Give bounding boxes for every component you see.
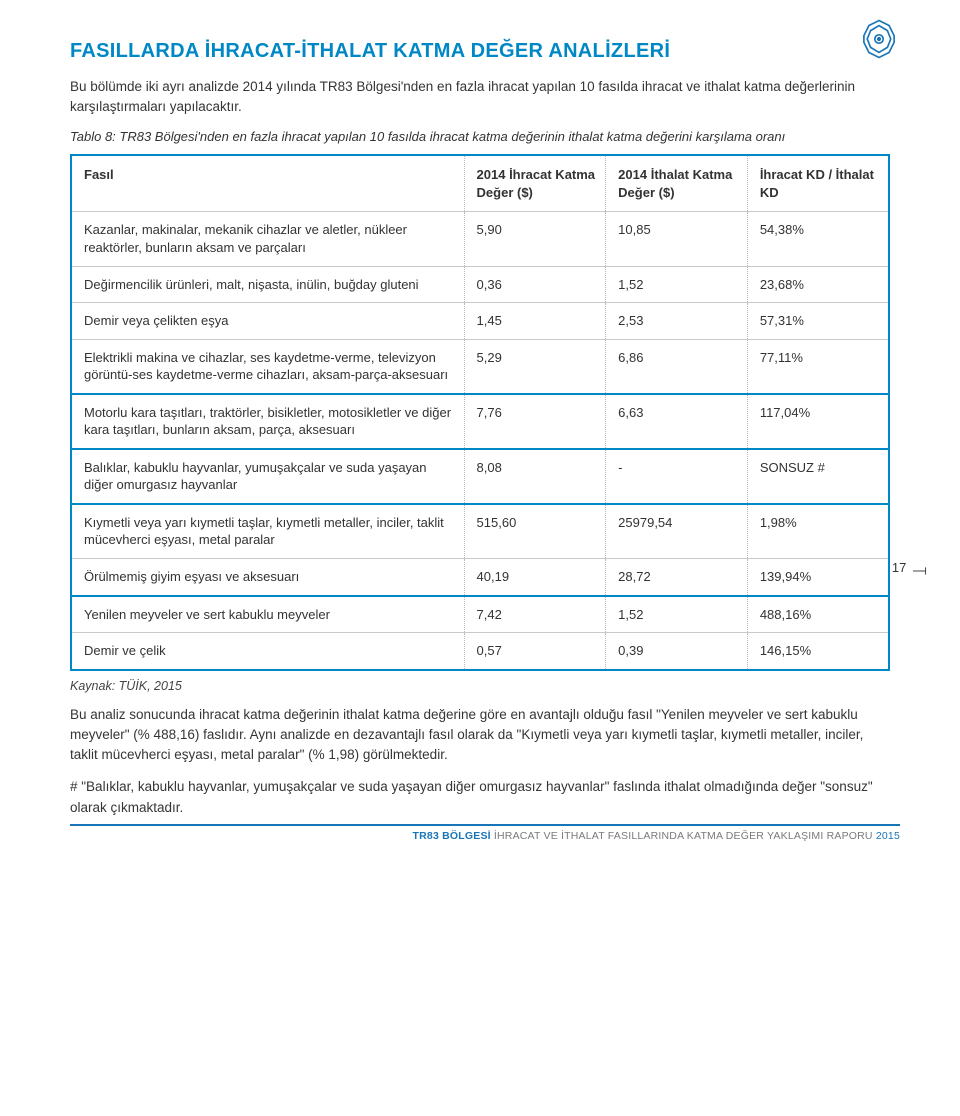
table-group: Balıklar, kabuklu hayvanlar, yumuşakçala… <box>71 449 889 504</box>
table-cell-oran: 57,31% <box>747 303 889 340</box>
table-header: Fasıl2014 İhracat Katma Değer ($)2014 İt… <box>71 155 889 212</box>
table-cell-ithalat: 6,86 <box>606 339 748 394</box>
table-col-oran: İhracat KD / İthalat KD <box>747 155 889 212</box>
table-row: Demir veya çelikten eşya1,452,5357,31% <box>71 303 889 340</box>
table-cell-ihracat: 40,19 <box>464 558 606 595</box>
table-row: Yenilen meyveler ve sert kabuklu meyvele… <box>71 596 889 633</box>
footer-year: 2015 <box>876 830 900 842</box>
table-cell-ithalat: 2,53 <box>606 303 748 340</box>
table-row: Balıklar, kabuklu hayvanlar, yumuşakçala… <box>71 449 889 504</box>
page-number-value: 17 <box>892 560 906 575</box>
table-col-fasil: Fasıl <box>71 155 464 212</box>
analysis-table: Fasıl2014 İhracat Katma Değer ($)2014 İt… <box>70 154 890 670</box>
table-cell-fasil: Değirmencilik ürünleri, malt, nişasta, i… <box>71 266 464 303</box>
page-number-tick-icon <box>913 564 931 574</box>
table-col-ihracat: 2014 İhracat Katma Değer ($) <box>464 155 606 212</box>
table-group: Motorlu kara taşıtları, traktörler, bisi… <box>71 394 889 449</box>
table-cell-fasil: Yenilen meyveler ve sert kabuklu meyvele… <box>71 596 464 633</box>
table-cell-ithalat: 1,52 <box>606 266 748 303</box>
page-title: FASILLARDA İHRACAT-İTHALAT KATMA DEĞER A… <box>70 40 890 63</box>
table-group: Yenilen meyveler ve sert kabuklu meyvele… <box>71 596 889 670</box>
table-cell-oran: 1,98% <box>747 504 889 559</box>
table-row: Motorlu kara taşıtları, traktörler, bisi… <box>71 394 889 449</box>
table-cell-ithalat: 10,85 <box>606 212 748 266</box>
analysis-paragraph-2: # "Balıklar, kabuklu hayvanlar, yumuşakç… <box>70 777 890 818</box>
table-cell-oran: 23,68% <box>747 266 889 303</box>
table-cell-ihracat: 5,90 <box>464 212 606 266</box>
table-cell-ihracat: 8,08 <box>464 449 606 504</box>
table-cell-fasil: Demir veya çelikten eşya <box>71 303 464 340</box>
table-cell-oran: 117,04% <box>747 394 889 449</box>
table-cell-ihracat: 1,45 <box>464 303 606 340</box>
page-number: 17 <box>892 560 931 575</box>
table-row: Kazanlar, makinalar, mekanik cihazlar ve… <box>71 212 889 266</box>
table-cell-oran: SONSUZ # <box>747 449 889 504</box>
table-cell-fasil: Balıklar, kabuklu hayvanlar, yumuşakçala… <box>71 449 464 504</box>
table-cell-ihracat: 5,29 <box>464 339 606 394</box>
footer-brand: TR83 BÖLGESİ <box>413 830 491 842</box>
table-cell-ihracat: 0,57 <box>464 633 606 670</box>
table-source: Kaynak: TÜİK, 2015 <box>70 679 890 693</box>
table-group: Kıymetli veya yarı kıymetli taşlar, kıym… <box>71 504 889 596</box>
table-cell-ithalat: - <box>606 449 748 504</box>
footer-text: TR83 BÖLGESİ İHRACAT VE İTHALAT FASILLAR… <box>70 830 900 842</box>
intro-paragraph: Bu bölümde iki ayrı analizde 2014 yılınd… <box>70 77 890 116</box>
table-cell-fasil: Elektrikli makina ve cihazlar, ses kayde… <box>71 339 464 394</box>
table-cell-oran: 54,38% <box>747 212 889 266</box>
table-caption: Tablo 8: TR83 Bölgesi'nden en fazla ihra… <box>70 128 890 146</box>
table-cell-ithalat: 1,52 <box>606 596 748 633</box>
table-cell-ihracat: 515,60 <box>464 504 606 559</box>
table-row: Elektrikli makina ve cihazlar, ses kayde… <box>71 339 889 394</box>
table-cell-ithalat: 6,63 <box>606 394 748 449</box>
table-cell-oran: 488,16% <box>747 596 889 633</box>
table-cell-fasil: Kıymetli veya yarı kıymetli taşlar, kıym… <box>71 504 464 559</box>
table-cell-fasil: Motorlu kara taşıtları, traktörler, bisi… <box>71 394 464 449</box>
table-cell-ithalat: 25979,54 <box>606 504 748 559</box>
analysis-paragraph-1: Bu analiz sonucunda ihracat katma değeri… <box>70 705 890 766</box>
table-cell-ihracat: 7,42 <box>464 596 606 633</box>
table-cell-ithalat: 0,39 <box>606 633 748 670</box>
table-group: Kazanlar, makinalar, mekanik cihazlar ve… <box>71 212 889 394</box>
footer-title: İHRACAT VE İTHALAT FASILLARINDA KATMA DE… <box>491 830 876 842</box>
table-row: Değirmencilik ürünleri, malt, nişasta, i… <box>71 266 889 303</box>
footer-rule <box>70 824 900 826</box>
table-cell-oran: 77,11% <box>747 339 889 394</box>
table-cell-oran: 139,94% <box>747 558 889 595</box>
table-cell-ihracat: 0,36 <box>464 266 606 303</box>
table-row: Demir ve çelik0,570,39146,15% <box>71 633 889 670</box>
brand-logo <box>858 18 900 60</box>
table-row: Kıymetli veya yarı kıymetli taşlar, kıym… <box>71 504 889 559</box>
table-row: Örülmemiş giyim eşyası ve aksesuarı40,19… <box>71 558 889 595</box>
table-cell-fasil: Kazanlar, makinalar, mekanik cihazlar ve… <box>71 212 464 266</box>
table-cell-fasil: Örülmemiş giyim eşyası ve aksesuarı <box>71 558 464 595</box>
table-cell-oran: 146,15% <box>747 633 889 670</box>
table-cell-ithalat: 28,72 <box>606 558 748 595</box>
footer: TR83 BÖLGESİ İHRACAT VE İTHALAT FASILLAR… <box>0 824 960 842</box>
table-cell-ihracat: 7,76 <box>464 394 606 449</box>
table-col-ithalat: 2014 İthalat Katma Değer ($) <box>606 155 748 212</box>
table-cell-fasil: Demir ve çelik <box>71 633 464 670</box>
